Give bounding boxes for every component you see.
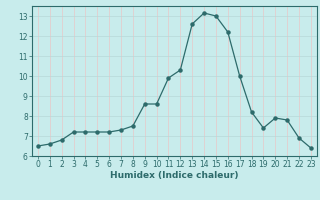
X-axis label: Humidex (Indice chaleur): Humidex (Indice chaleur) <box>110 171 239 180</box>
